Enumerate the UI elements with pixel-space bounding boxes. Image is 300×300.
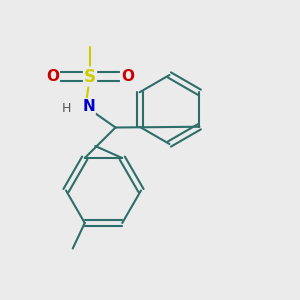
Text: O: O: [46, 69, 59, 84]
Text: O: O: [121, 69, 134, 84]
Text: H: H: [61, 101, 71, 115]
Text: S: S: [84, 68, 96, 85]
Text: N: N: [82, 99, 95, 114]
